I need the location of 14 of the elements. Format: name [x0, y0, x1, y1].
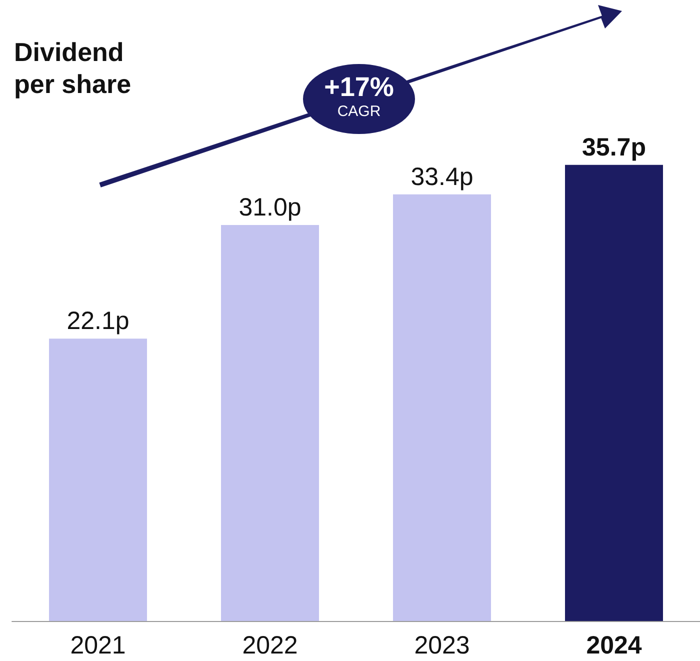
bar	[49, 338, 147, 621]
bar	[221, 224, 319, 621]
data-label: 33.4p	[410, 162, 474, 191]
x-tick-label: 2024	[586, 632, 642, 660]
data-label: 22.1p	[66, 307, 130, 336]
x-tick-label: 2023	[414, 632, 470, 660]
data-label: 31.0p	[238, 193, 302, 222]
x-tick-label: 2022	[242, 632, 298, 660]
chart-title: Dividend per share	[14, 36, 132, 100]
bar	[393, 194, 491, 621]
bar	[565, 164, 663, 621]
data-label: 35.7p	[582, 133, 646, 162]
x-tick-label: 2021	[70, 632, 126, 660]
oval-badge: +17% CAGR	[303, 64, 415, 134]
